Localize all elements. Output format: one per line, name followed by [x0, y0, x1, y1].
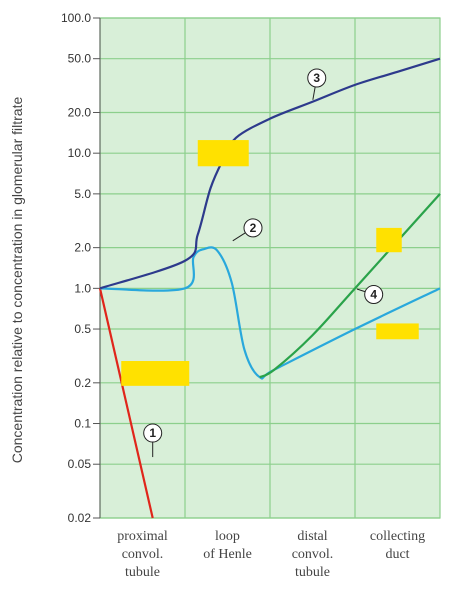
- series-markers: 1 2 3 4: [143, 68, 384, 458]
- y-tick-label: 10.0: [68, 146, 92, 160]
- x-category-label: collecting duct: [370, 529, 425, 562]
- redaction-box: [376, 227, 402, 253]
- y-tick-label: 5.0: [74, 187, 91, 201]
- series-line-3: [99, 57, 441, 290]
- y-tick-label: 0.02: [68, 511, 92, 525]
- series-line-2: [99, 246, 441, 380]
- y-tick-label: 50.0: [68, 52, 92, 66]
- series-marker-label-1: 1: [149, 426, 156, 440]
- series-marker-label-3: 3: [313, 71, 320, 85]
- series-marker-label-2: 2: [250, 221, 257, 235]
- y-tick-label: 0.2: [74, 376, 91, 390]
- series-marker-2: [243, 218, 263, 238]
- y-tick-label: 0.05: [68, 457, 92, 471]
- y-axis-label: Concentration relative to concentration …: [9, 97, 25, 464]
- x-axis: proximal convol. tubule loop of Henle distal c…: [117, 529, 425, 580]
- y-tick-label: 0.5: [74, 322, 91, 336]
- series-line-1: [98, 288, 154, 519]
- series-marker-3: [307, 68, 327, 88]
- y-tick-label: 20.0: [68, 105, 92, 119]
- redaction-layer: [121, 140, 419, 386]
- series-marker-1: [143, 423, 163, 443]
- series-marker-label-4: 4: [370, 288, 377, 302]
- x-category-label: proximal convol. tubule: [117, 529, 168, 580]
- redaction-box: [197, 140, 249, 167]
- redaction-box: [121, 361, 190, 386]
- y-tick-label: 0.1: [74, 417, 91, 431]
- y-tick-label: 2.0: [74, 241, 91, 255]
- y-tick-label: 1.0: [74, 281, 91, 295]
- x-category-label: distal convol. tubule: [292, 529, 334, 580]
- x-category-label: loop of Henle: [203, 529, 252, 562]
- y-tick-label: 100.0: [61, 11, 91, 25]
- redaction-box: [376, 323, 419, 340]
- series-marker-4: [364, 285, 384, 305]
- y-axis: 100.0 50.0 20.0 10.0 5.0 2.0 1.0 0.5 0.2 0.1 0.05 0…: [61, 11, 101, 525]
